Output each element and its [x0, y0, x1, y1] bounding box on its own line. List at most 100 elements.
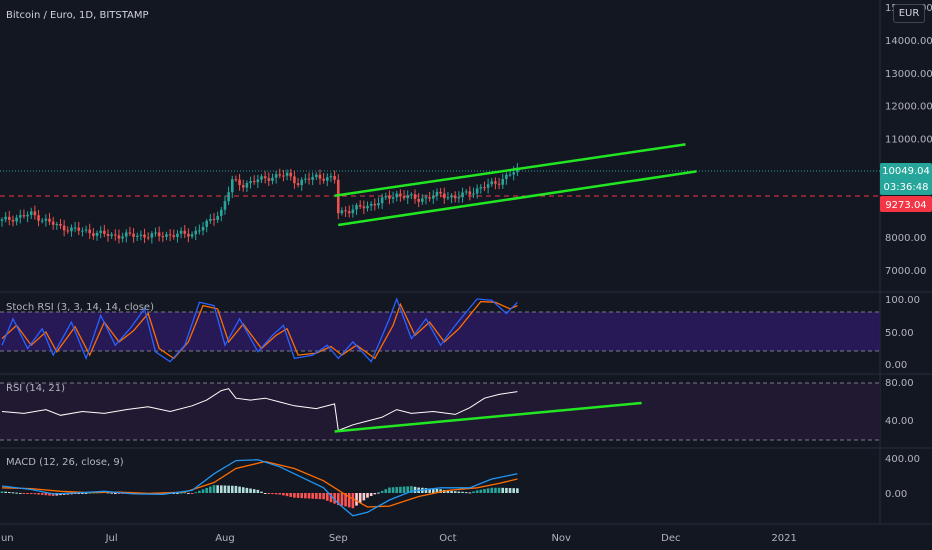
- macd-hist-bar: [40, 493, 44, 495]
- macd-hist-bar: [490, 487, 494, 493]
- ref-price-badge: 9273.04: [880, 196, 932, 212]
- candle-body: [296, 183, 300, 186]
- macd-hist-bar: [406, 486, 410, 493]
- macd-hist-bar: [355, 493, 358, 506]
- macd-hist-bar: [439, 489, 442, 493]
- macd-hist-bar: [252, 489, 256, 493]
- candle-body: [468, 191, 472, 195]
- candle-body: [230, 179, 234, 193]
- candle-body: [344, 210, 347, 212]
- time-tick: Oct: [439, 533, 456, 544]
- candle-body: [380, 197, 384, 204]
- candle-body: [391, 197, 395, 199]
- macd-hist-bar: [424, 488, 428, 493]
- candle-body: [260, 176, 263, 180]
- candle-body: [194, 230, 198, 235]
- macd-lines: [1, 459, 518, 517]
- macd-hist-bar: [194, 492, 198, 494]
- candle-body: [22, 215, 26, 217]
- macd-hist-bar: [81, 493, 84, 494]
- candle-body: [315, 174, 318, 178]
- macd-hist-bar: [260, 491, 263, 493]
- macd-hist-bar: [176, 492, 179, 494]
- candle-body: [135, 235, 139, 237]
- candle-body: [450, 195, 453, 198]
- rsi-tick-40: 40.00: [885, 416, 914, 427]
- macd-hist-bar: [241, 487, 245, 493]
- countdown-value: 03:36:48: [884, 182, 929, 193]
- candle-body: [128, 232, 132, 234]
- macd-hist-bar: [183, 492, 187, 494]
- macd-hist-bar: [472, 491, 475, 493]
- ref-price-value: 9273.04: [885, 200, 926, 211]
- candle-body: [33, 211, 37, 216]
- candle-body: [424, 197, 428, 199]
- candle-body: [70, 227, 73, 232]
- macd-hist-bar: [505, 487, 508, 493]
- macd-hist-bar: [216, 485, 219, 493]
- candle-body: [48, 218, 51, 222]
- macd-hist-bar: [483, 489, 486, 493]
- last-price-value: 10049.04: [882, 166, 930, 177]
- candle-body: [150, 233, 154, 238]
- macd-hist-bar: [15, 492, 18, 494]
- symbol-title[interactable]: Bitcoin / Euro, 1D, BITSTAMP: [6, 10, 149, 21]
- currency-button[interactable]: EUR: [893, 4, 925, 23]
- macd-hist-bar: [293, 493, 296, 498]
- channel-line-upper: [334, 143, 686, 197]
- candle-body: [435, 191, 439, 196]
- time-axis[interactable]: Jun Jul Aug Sep Oct Nov Dec 2021: [0, 533, 797, 544]
- stoch-tick-50: 50.00: [885, 328, 914, 339]
- rsi-lines: [1, 388, 642, 433]
- candle-body: [402, 196, 406, 199]
- candle-body: [278, 174, 282, 176]
- candle-body: [366, 205, 369, 209]
- macd-hist-bar: [77, 493, 81, 494]
- macd-hist-bar: [37, 493, 40, 495]
- candle-body: [431, 195, 435, 199]
- candle-body: [358, 205, 362, 207]
- macd-hist-bar: [373, 493, 377, 495]
- candle-body: [446, 197, 450, 199]
- macd-hist-bar: [11, 492, 15, 494]
- candle-body: [216, 215, 219, 220]
- macd-hist-bar: [486, 488, 490, 493]
- last-price-badge: 10049.04 03:36:48: [880, 163, 932, 195]
- macd-hist-bar: [351, 493, 355, 509]
- time-tick: Jul: [105, 533, 118, 544]
- macd-hist-bar: [209, 486, 212, 493]
- macd-hist-bar: [278, 493, 282, 495]
- macd-hist-bar: [457, 491, 461, 493]
- macd-hist-bar: [311, 493, 314, 499]
- rsi-trendline: [334, 401, 642, 433]
- macd-hist-bar: [26, 493, 29, 494]
- candle-body: [483, 187, 486, 189]
- price-tick: 13000.00: [885, 69, 932, 80]
- price-tick: 11000.00: [885, 135, 932, 146]
- macd-hist-bar: [464, 492, 468, 494]
- macd-hist-bar: [227, 485, 230, 493]
- macd-title[interactable]: MACD (12, 26, close, 9): [6, 457, 124, 468]
- rsi-title[interactable]: RSI (14, 21): [6, 383, 65, 394]
- candle-body: [44, 218, 48, 221]
- candle-body: [347, 211, 351, 214]
- price-axis[interactable]: 15000.0014000.0013000.0012000.0011000.00…: [885, 3, 932, 277]
- macd-hist-bar: [22, 493, 26, 494]
- candle-body: [15, 217, 18, 222]
- candle-body: [274, 174, 278, 178]
- macd-hist-bar: [190, 493, 194, 494]
- candle-body: [410, 194, 413, 196]
- macd-hist-bar: [114, 493, 117, 494]
- macd-hist-bar: [446, 490, 450, 493]
- macd-hist-bar: [366, 493, 369, 498]
- candle-body: [179, 230, 183, 234]
- candle-body: [95, 232, 99, 236]
- candle-body: [395, 193, 399, 198]
- stoch-tick-0: 0.00: [885, 360, 907, 371]
- candle-body: [508, 174, 512, 176]
- candle-body: [117, 235, 121, 239]
- candle-body: [282, 175, 285, 177]
- macd-hist-bar: [402, 486, 406, 493]
- stoch-rsi-title[interactable]: Stoch RSI (3, 3, 14, 14, close): [6, 302, 154, 313]
